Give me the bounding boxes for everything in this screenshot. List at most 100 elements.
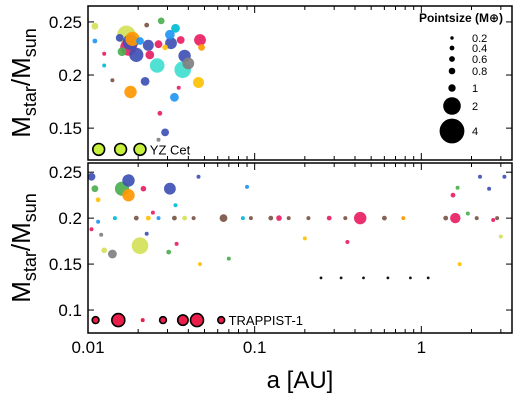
bot-planet-point (133, 215, 139, 221)
bot-planet-point (245, 184, 249, 189)
bot-planet-point (150, 210, 155, 215)
legend-marker (449, 45, 455, 51)
bot-planet-point (219, 214, 228, 223)
bottom-panel-highlight-system (91, 312, 226, 328)
top-planet-point (157, 17, 165, 25)
top-planet-point (161, 128, 170, 137)
top-panel-xticks (87, 6, 502, 160)
x-axis-label: a [AU] (267, 367, 334, 394)
top-planet-point (165, 37, 177, 50)
legend-marker (450, 36, 454, 40)
top-planet-point (117, 47, 127, 57)
bot-planet-point (491, 218, 496, 222)
top-planet-point (194, 34, 206, 46)
top-highlight-planet (133, 142, 147, 157)
bot-planet-point (426, 276, 430, 280)
bot-planet-point (409, 276, 412, 280)
bot-planet-point (191, 216, 196, 221)
bottom-panel-ylabel: Mstar/Msun (6, 193, 40, 303)
top-planet-point (140, 77, 150, 86)
bot-planet-point (343, 216, 348, 221)
bot-planet-point (87, 172, 96, 181)
bot-highlight-planet (189, 312, 205, 328)
bot-planet-point (502, 174, 507, 179)
top-planet-point (162, 44, 168, 51)
bot-planet-point (182, 215, 188, 221)
legend-label: 2 (472, 101, 478, 113)
top-planet-point (170, 92, 179, 102)
bot-planet-point (495, 216, 500, 221)
bot-planet-point (91, 185, 99, 193)
bot-planet-point (226, 256, 231, 261)
bot-planet-point (478, 174, 482, 179)
top-planet-point (92, 38, 98, 44)
bottom-panel-annotation: TRAPPIST-1 (229, 313, 303, 328)
bot-planet-point (382, 215, 387, 221)
top-planet-point (91, 22, 99, 30)
bottom-panel-points (87, 172, 507, 280)
bot-planet-point (401, 216, 406, 221)
bot-highlight-planet (158, 315, 168, 325)
top-planet-point (125, 31, 140, 46)
top-planet-point (142, 39, 154, 51)
legend-label: 0.8 (472, 66, 487, 78)
bot-planet-point (326, 215, 332, 221)
legend-marker (443, 97, 461, 115)
top-planet-point (129, 47, 144, 63)
top-planet-point (124, 85, 137, 99)
bot-highlight-planet (111, 312, 126, 328)
bottom-panel: 0.1 0.15 0.2 0.25 0.01 0.1 1 TRAPPIST-1 Mstar… (6, 162, 513, 394)
bot-highlight-planet (91, 315, 100, 325)
bottom-panel-frame (87, 162, 513, 334)
ytick-label: 0.2 (58, 209, 82, 228)
bot-highlight-planet (176, 314, 189, 327)
ytick-label: 0.1 (58, 301, 82, 320)
bottom-panel-yticks: 0.1 0.15 0.2 0.25 (49, 163, 512, 320)
top-planet-point (136, 37, 144, 45)
legend-marker (449, 56, 455, 62)
bot-planet-point (319, 276, 323, 280)
bot-highlight-planet (217, 315, 226, 325)
legend-label: 0.6 (472, 54, 487, 66)
top-planet-point (145, 50, 155, 60)
top-planet-point (102, 51, 107, 56)
top-planet-point (157, 110, 163, 116)
bot-planet-point (487, 186, 492, 191)
legend-label: 0.2 (472, 33, 487, 45)
bot-planet-point (302, 236, 307, 241)
ytick-label: 0.15 (49, 119, 82, 138)
top-panel-yticks: 0.15 0.2 0.25 (49, 13, 512, 138)
top-planet-point (171, 23, 180, 33)
top-panel-ylabel: Mstar/Msun (6, 28, 40, 138)
top-planet-point (102, 63, 107, 68)
legend-title: Pointsize (M⊕) (419, 11, 503, 25)
bot-planet-point (457, 262, 462, 267)
top-planet-point (182, 57, 195, 70)
bot-planet-point (354, 211, 367, 225)
bot-planet-point (173, 203, 178, 208)
top-panel-points (91, 17, 206, 142)
bot-planet-point (122, 189, 135, 202)
bot-planet-point (455, 185, 460, 190)
legend-label: 4 (472, 126, 478, 138)
bot-planet-point (101, 247, 107, 254)
bot-planet-point (276, 215, 282, 221)
legend-marker (448, 67, 456, 75)
bot-planet-point (89, 227, 94, 232)
legend-label: 1 (472, 83, 478, 95)
top-panel: 0.150.20.25 YZ Cet Pointsize (M⊕) 0.20.4… (6, 5, 513, 161)
ytick-label: 0.25 (49, 13, 82, 32)
top-panel-frame (87, 5, 513, 161)
bot-planet-point (156, 216, 161, 221)
bot-planet-point (268, 215, 274, 221)
bot-planet-point (99, 232, 104, 237)
legend-entries: 0.20.40.60.8 1 2 4 (439, 33, 487, 144)
ytick-label: 0.2 (58, 66, 82, 85)
bot-planet-point (196, 174, 201, 179)
bot-planet-point (164, 182, 176, 195)
legend-marker (448, 84, 456, 92)
top-highlight-planet (113, 142, 128, 157)
bot-planet-point (465, 211, 470, 216)
bot-planet-point (450, 212, 461, 224)
